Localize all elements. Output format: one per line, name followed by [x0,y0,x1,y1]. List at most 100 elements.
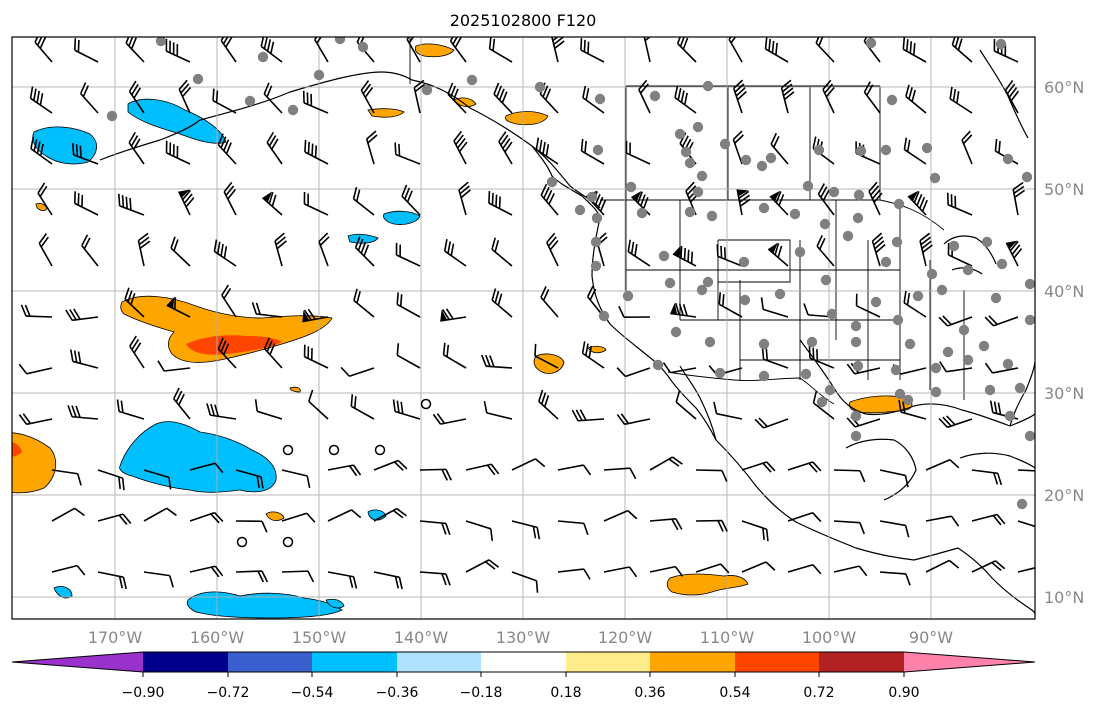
wind-barb [353,288,375,318]
station-dot [692,186,704,198]
wind-barb [863,81,881,114]
calm-circle [236,536,248,548]
station-dot [855,145,867,157]
wind-barb [340,366,375,377]
wind-barb [189,462,224,474]
station-dot [936,284,948,296]
wind-barb [939,361,973,373]
lon-label: 120°W [598,628,653,647]
wind-barb [74,38,99,63]
wind-barb [1012,181,1026,216]
station-dot [592,144,604,156]
wind-barb [627,239,651,267]
wind-barb [97,469,125,491]
station-markers [106,37,1035,510]
orange-area-pacific-nw-b [367,108,405,118]
central-america [957,547,1035,615]
wind-barb [178,189,195,216]
graticule [12,37,1035,619]
wind-barb [137,232,151,267]
wind-barb [787,511,822,523]
wind-barb [483,400,513,420]
wind-barb [20,304,53,318]
wind-barb [662,362,697,374]
lon-label: 170°W [88,628,143,647]
colorbar-extend-low [12,652,143,672]
station-dot [806,336,818,348]
wind-barb [442,342,467,369]
wind-barb [643,37,656,63]
wind-barb [128,80,145,114]
wind-barb [770,132,789,165]
station-dot [1014,382,1026,394]
station-dot [357,41,369,53]
cuba [959,452,1035,469]
station-dot [870,296,882,308]
wind-barb [18,363,53,375]
wind-barb [925,515,960,527]
wind-barb [580,37,605,63]
station-dot [930,386,942,398]
wind-barb [879,571,911,586]
station-dot [853,189,865,201]
wind-barb [189,511,224,524]
wind-barb [395,242,421,267]
wind-barb [580,138,605,165]
wind-barb [674,85,697,114]
wind-barb [540,286,559,318]
wind-barb [263,82,283,114]
wind-barb [971,469,1003,486]
lon-label: 100°W [802,628,857,647]
lon-label: 130°W [496,628,551,647]
station-dot [890,364,902,376]
station-dot [826,308,838,320]
calm-circle [328,444,340,456]
calm-circle [374,444,386,456]
wind-barb [302,90,329,114]
wind-barb [34,37,53,63]
colorbar-segment [397,652,481,672]
lat-label: 30°N [1044,384,1084,403]
station-dot [995,38,1007,50]
wind-barb [907,190,928,216]
aleutian-chain [99,119,201,161]
wind-barb [938,315,973,327]
station-dot [466,74,478,86]
station-dot [981,236,993,248]
yucatan [845,438,917,501]
wind-barb [925,559,960,573]
wind-barb [488,37,513,63]
wind-barb [649,456,683,471]
wind-barb [260,37,283,63]
map-title: 2025102800 F120 [450,11,597,30]
wind-barb [808,346,835,369]
wind-barb [220,37,237,63]
wind-barb [274,232,287,267]
red-core-west-edge [12,442,22,457]
wind-barb [949,86,973,114]
station-dot [842,230,854,242]
colorbar-segment [143,652,228,672]
wind-barbs [18,37,1035,593]
wind-barb [925,458,960,471]
wind-barb [281,469,311,489]
lat-label: 60°N [1044,78,1084,97]
wind-barb [465,559,500,573]
station-dot [850,336,862,348]
wind-barb [432,413,467,425]
station-dot [1024,314,1035,326]
wind-barb [308,389,329,420]
station-dot [106,110,118,122]
wind-barb [221,284,237,318]
station-dot [948,240,960,252]
station-dot [962,264,974,276]
wind-barb [266,131,283,165]
station-dot [865,37,877,49]
blue-area-small-e [325,598,345,609]
wind-barb [741,561,776,573]
station-dot [421,84,433,96]
wind-barb [695,519,728,532]
station-dot [800,368,812,380]
wind-barb [281,512,316,523]
station-dot [926,268,938,280]
